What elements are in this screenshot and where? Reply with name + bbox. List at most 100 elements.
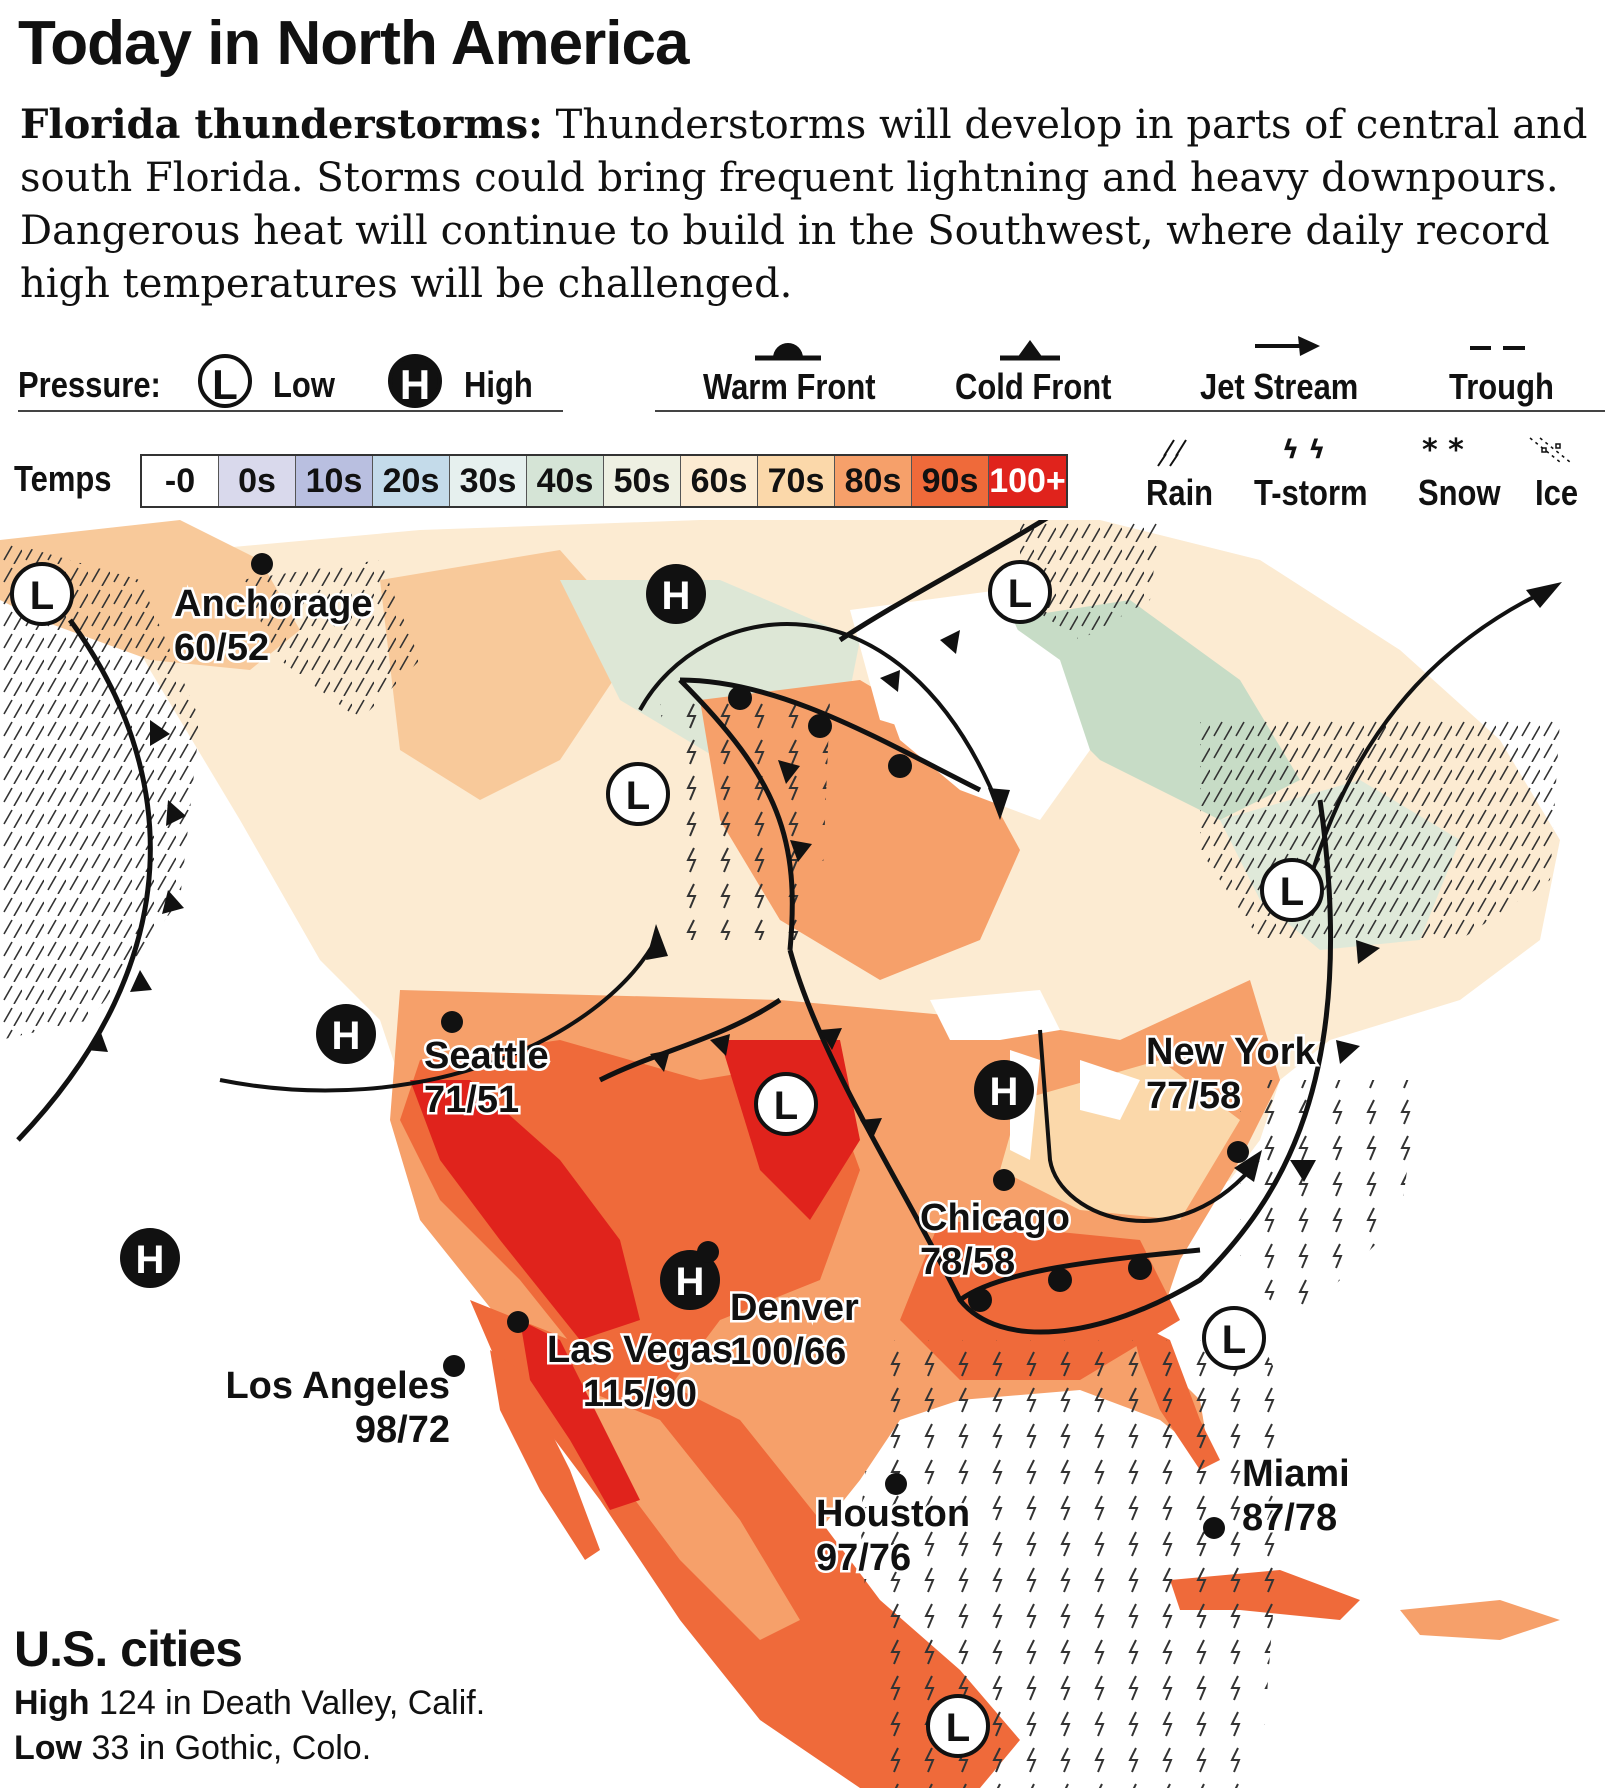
svg-text:H: H [990,1070,1019,1114]
ice-icon [1529,437,1571,463]
low-pressure-icon: L [988,560,1052,624]
us-cities-extremes: U.S. cities High 124 in Death Valley, Ca… [14,1620,485,1768]
trough-label: Trough [1449,366,1554,407]
temp-bin: 90s [912,456,989,506]
temps-legend: Temps -0 0s 10s 20s 30s 40s 50s 60s 70s 80s 90s 100… [14,450,1094,522]
forecast-summary: Florida thunderstorms: Thunderstorms wil… [20,98,1610,311]
temp-bin: 10s [296,456,373,506]
svg-text:L: L [626,774,650,818]
city-temps-los-angeles: 98/72 [355,1409,450,1451]
city-name-miami: Miami [1242,1453,1350,1495]
city-labels: Anchorage 60/52 Seattle 71/51 Los Angele… [172,581,1353,1582]
city-name-denver: Denver [730,1287,859,1329]
temperature-scale: -0 0s 10s 20s 30s 40s 50s 60s 70s 80s 90s 100+ [140,454,1068,508]
city-name-chicago: Chicago [920,1197,1070,1239]
temp-bin: 40s [527,456,604,506]
cold-front-icon [1000,340,1060,361]
summary-text: Thunderstorms will develop in parts of c… [20,102,1588,307]
us-low-line: Low 33 in Gothic, Colo. [14,1729,485,1768]
low-label: Low [273,364,335,405]
temp-bin: 60s [681,456,758,506]
high-pressure-icon: H [646,564,706,624]
thunderstorm-areas [660,700,1420,1788]
temp-bin: 30s [450,456,527,506]
warm-front-label: Warm Front [703,366,876,407]
pressure-legend: Pressure: L Low H High [18,354,563,412]
svg-text:L: L [774,1084,798,1128]
temp-bin: 80s [835,456,912,506]
low-pressure-icon: L [198,354,252,408]
rain-label: Rain [1146,472,1214,513]
city-temps-denver: 100/66 [730,1331,846,1373]
city-name-seattle: Seattle [424,1035,549,1077]
svg-text:L: L [946,1706,970,1750]
pressure-centers: L L L L L L L H H H H H [10,560,1324,1758]
front-barbs [86,630,1380,1312]
low-pressure-icon: L [1202,1306,1266,1370]
city-temps-miami: 87/78 [1242,1497,1337,1539]
us-low-value: 33 in Gothic, Colo. [91,1729,372,1767]
city-name-los-angeles: Los Angeles [225,1365,450,1407]
temp-bin: 0s [219,456,296,506]
svg-text:L: L [1008,572,1032,616]
snow-label: Snow [1418,472,1501,513]
temp-bin: 50s [604,456,681,506]
low-pressure-icon: L [606,762,670,826]
tstorm-icon: ϟ ϟ [1282,435,1325,465]
ice-label: Ice [1535,472,1579,513]
temp-bin: 70s [758,456,835,506]
high-pressure-icon: H [120,1228,180,1288]
high-pressure-icon: H [660,1250,720,1310]
high-label: High [464,364,533,405]
jet-stream-icon [1255,336,1320,356]
precipitation-legend: ϟ ϟ * * Rain T-storm Snow Ice [1130,430,1605,522]
us-high-label: High [14,1684,90,1722]
city-name-houston: Houston [816,1493,970,1535]
jet-streams [219,584,1557,1223]
cold-front-label: Cold Front [955,366,1112,407]
summary-headline: Florida thunderstorms: [20,101,543,148]
temp-bin: 100+ [989,456,1066,506]
high-pressure-icon: H [974,1060,1034,1120]
svg-text:H: H [662,574,691,618]
weather-map: L L L L L L L H H H H H Anchorage 60/52 … [0,520,1624,1788]
rain-icon [1157,439,1187,467]
city-temps-seattle: 71/51 [424,1079,519,1121]
us-high-value: 124 in Death Valley, Calif. [99,1684,486,1722]
city-name-las-vegas: Las Vegas [547,1329,733,1371]
low-pressure-icon: L [10,562,74,626]
tstorm-label: T-storm [1254,472,1368,513]
snow-icon: * * [1422,433,1464,468]
city-temps-chicago: 78/58 [920,1241,1015,1283]
temps-label: Temps [14,458,112,499]
svg-text:L: L [30,574,54,618]
warm-front-icon [755,343,821,361]
fronts-legend: Warm Front Cold Front Jet Stream Trough [655,330,1605,412]
svg-text:L: L [1280,870,1304,914]
city-temps-new-york: 77/58 [1146,1075,1241,1117]
us-high-line: High 124 in Death Valley, Calif. [14,1684,485,1723]
high-pressure-icon: H [388,354,442,408]
front-symbols [755,336,1525,361]
us-cities-heading: U.S. cities [14,1621,243,1677]
temp-bin: -0 [142,456,219,506]
page-title: Today in North America [18,9,689,78]
temp-bin: 20s [373,456,450,506]
city-name-new-york: New York [1146,1031,1317,1073]
svg-text:L: L [1222,1318,1246,1362]
city-temps-anchorage: 60/52 [174,627,269,669]
pressure-label: Pressure: [18,364,161,405]
city-name-anchorage: Anchorage [174,583,372,625]
city-dots [251,553,1249,1539]
us-low-label: Low [14,1729,82,1767]
high-pressure-icon: H [316,1004,376,1064]
svg-text:H: H [676,1260,705,1304]
low-pressure-icon: L [926,1694,990,1758]
svg-text:H: H [332,1014,361,1058]
city-temps-las-vegas: 115/90 [583,1373,697,1415]
svg-text:H: H [136,1238,165,1282]
city-temps-houston: 97/76 [816,1537,911,1579]
precip-symbols: ϟ ϟ * * [1157,433,1571,468]
jet-stream-arrowheads [646,582,1562,1182]
low-pressure-icon: L [754,1072,818,1136]
